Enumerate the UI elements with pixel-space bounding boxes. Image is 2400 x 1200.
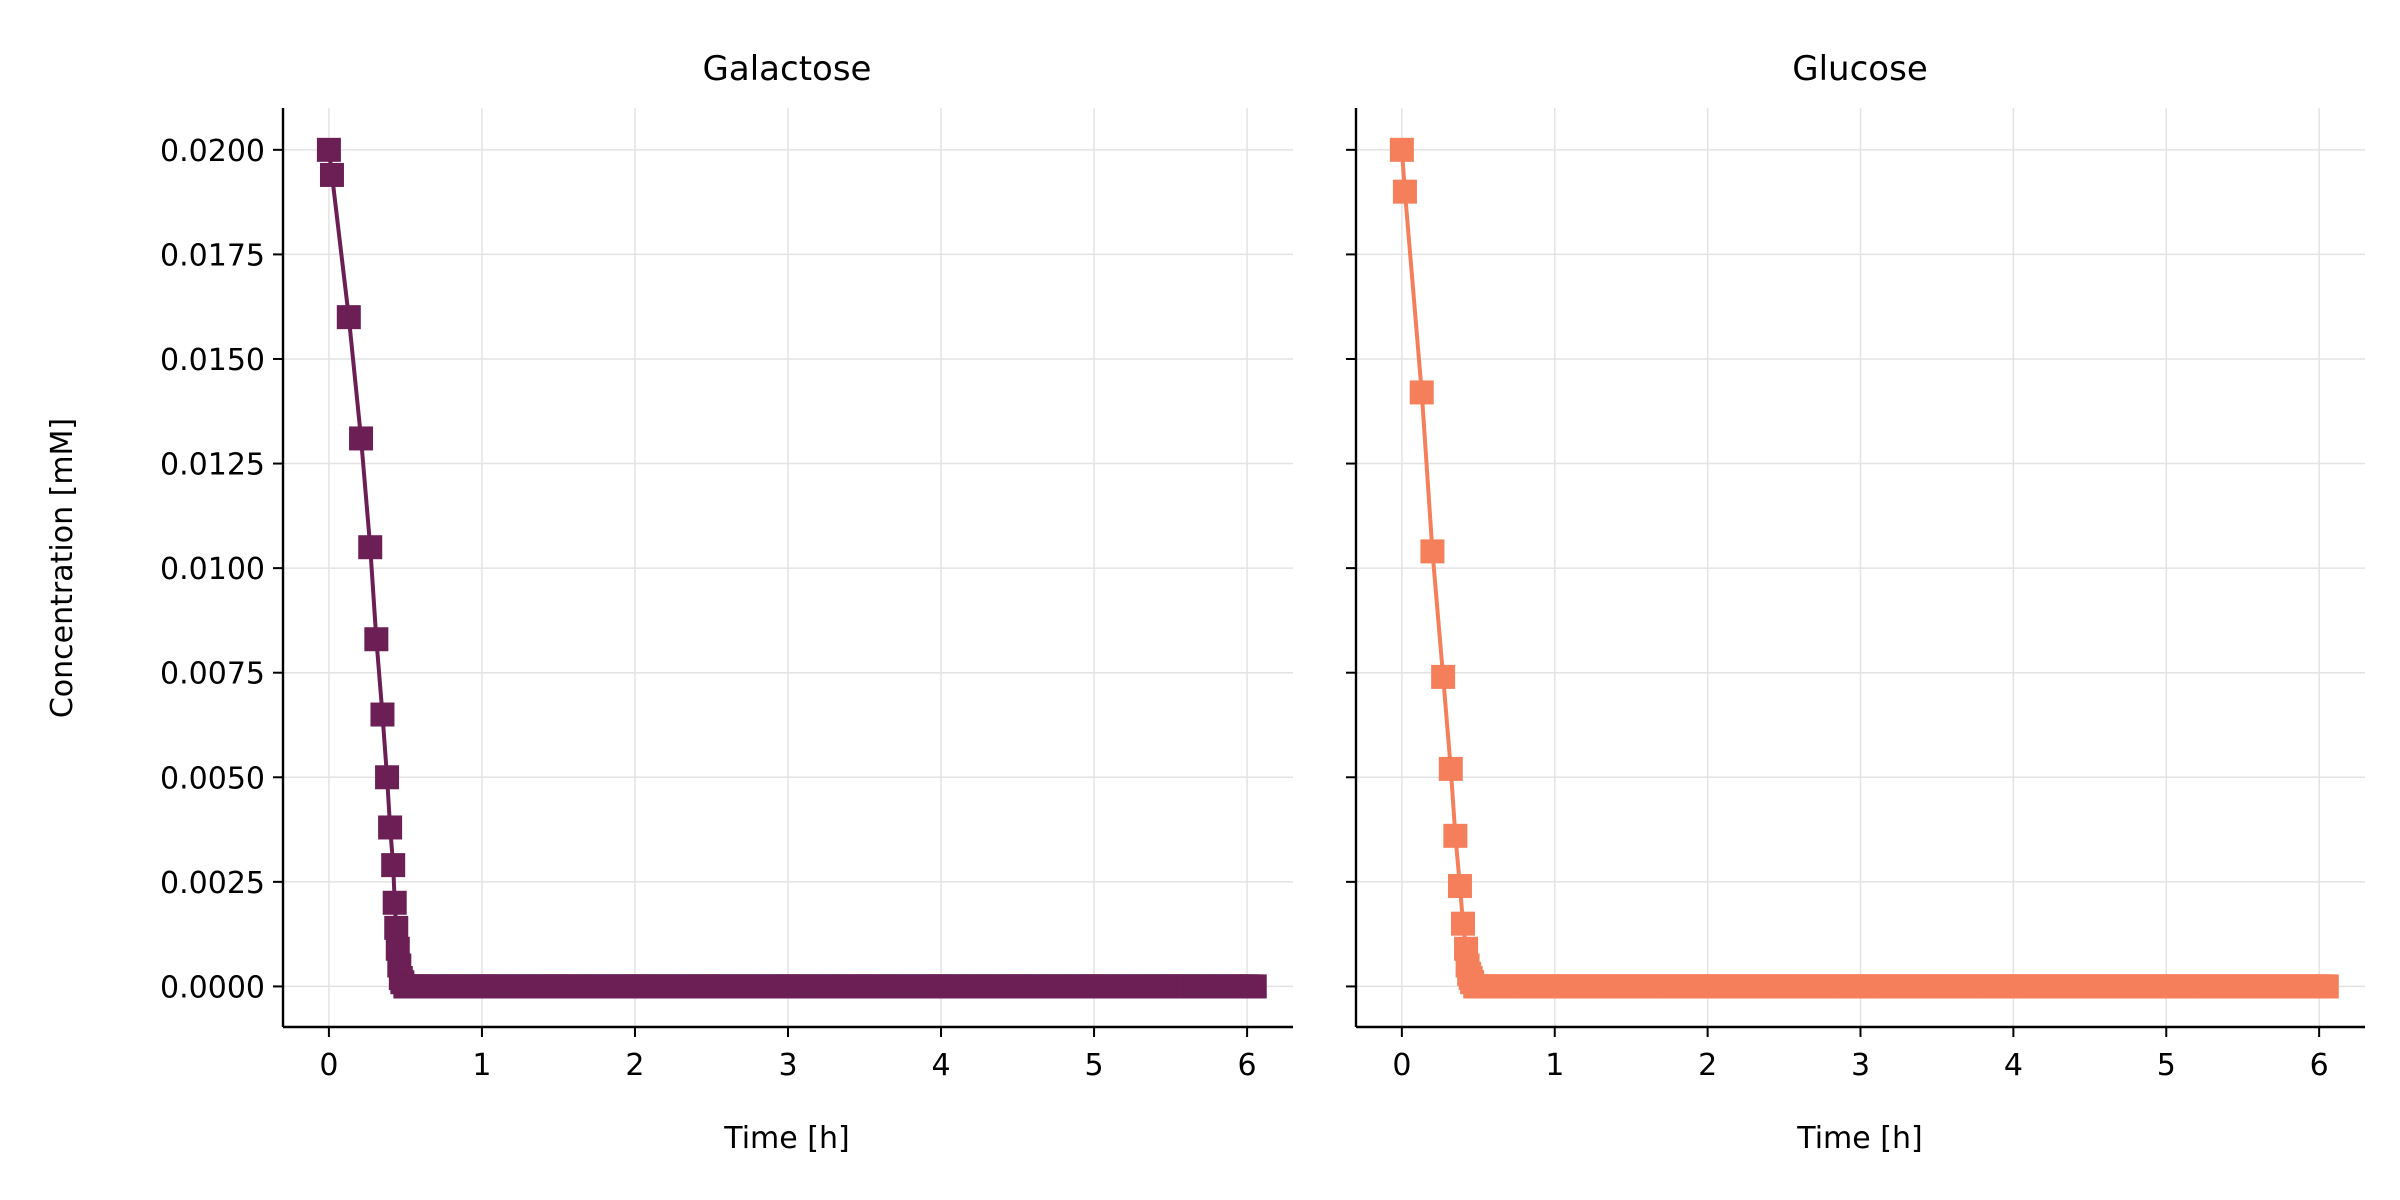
y-axis-label: Concentration [mM] xyxy=(45,418,80,718)
x-tick-label: 5 xyxy=(1085,1048,1104,1083)
panel-title: Glucose xyxy=(1792,49,1927,89)
y-tick-label: 0.0050 xyxy=(160,761,265,796)
data-point xyxy=(1451,911,1476,936)
data-point xyxy=(378,815,403,840)
series-markers xyxy=(1389,137,2339,999)
x-tick-label: 4 xyxy=(931,1048,950,1083)
data-point xyxy=(1431,664,1456,689)
data-point xyxy=(382,890,407,915)
grid xyxy=(283,108,1293,1027)
x-tick-label: 3 xyxy=(1851,1048,1870,1083)
y-tick-label: 0.0175 xyxy=(160,238,265,273)
x-tick-label: 4 xyxy=(2004,1048,2023,1083)
y-tick-label: 0.0125 xyxy=(160,448,265,483)
x-tick-label: 0 xyxy=(319,1048,338,1083)
data-point xyxy=(1420,539,1445,564)
x-axis-label: Time [h] xyxy=(723,1121,849,1156)
data-point xyxy=(1438,756,1463,781)
x-tick-label: 1 xyxy=(472,1048,491,1083)
data-point xyxy=(1409,380,1434,405)
y-tick-label: 0.0025 xyxy=(160,866,265,901)
y-tick-label: 0.0000 xyxy=(160,970,265,1005)
x-tick-label: 3 xyxy=(778,1048,797,1083)
series-markers xyxy=(316,137,1267,999)
data-point xyxy=(336,305,361,330)
x-tick-label: 2 xyxy=(1698,1048,1717,1083)
data-point xyxy=(316,137,341,162)
data-point xyxy=(1392,179,1417,204)
data-point xyxy=(349,426,374,451)
data-point xyxy=(1443,823,1468,848)
x-tick-label: 0 xyxy=(1392,1048,1411,1083)
panel-title: Galactose xyxy=(703,49,872,89)
panel-galactose: Galactose Time [h] Concentration [mM] 0 1… xyxy=(45,49,1293,1156)
data-point xyxy=(384,915,409,940)
data-point xyxy=(358,535,383,560)
data-point xyxy=(375,765,400,790)
data-point xyxy=(364,627,389,652)
data-point xyxy=(1447,874,1472,899)
data-point xyxy=(1241,974,1266,999)
y-tick-label: 0.0150 xyxy=(160,343,265,378)
data-point xyxy=(319,162,344,187)
data-point xyxy=(2313,974,2338,999)
y-tick-label: 0.0100 xyxy=(160,552,265,587)
x-axis-label: Time [h] xyxy=(1796,1121,1922,1156)
data-point xyxy=(1389,137,1414,162)
x-tick-label: 1 xyxy=(1545,1048,1564,1083)
data-point xyxy=(381,853,406,878)
x-tick-label: 6 xyxy=(1238,1048,1257,1083)
data-point xyxy=(370,702,395,727)
x-tick-label: 2 xyxy=(625,1048,644,1083)
panel-glucose: Glucose Time [h] 0 1 2 3 4 5 6 xyxy=(1346,49,2365,1156)
y-tick-label: 0.0075 xyxy=(160,657,265,692)
y-tick-label: 0.0200 xyxy=(160,134,265,169)
x-tick-label: 5 xyxy=(2157,1048,2176,1083)
x-tick-label: 6 xyxy=(2310,1048,2329,1083)
grid xyxy=(1356,108,2365,1027)
